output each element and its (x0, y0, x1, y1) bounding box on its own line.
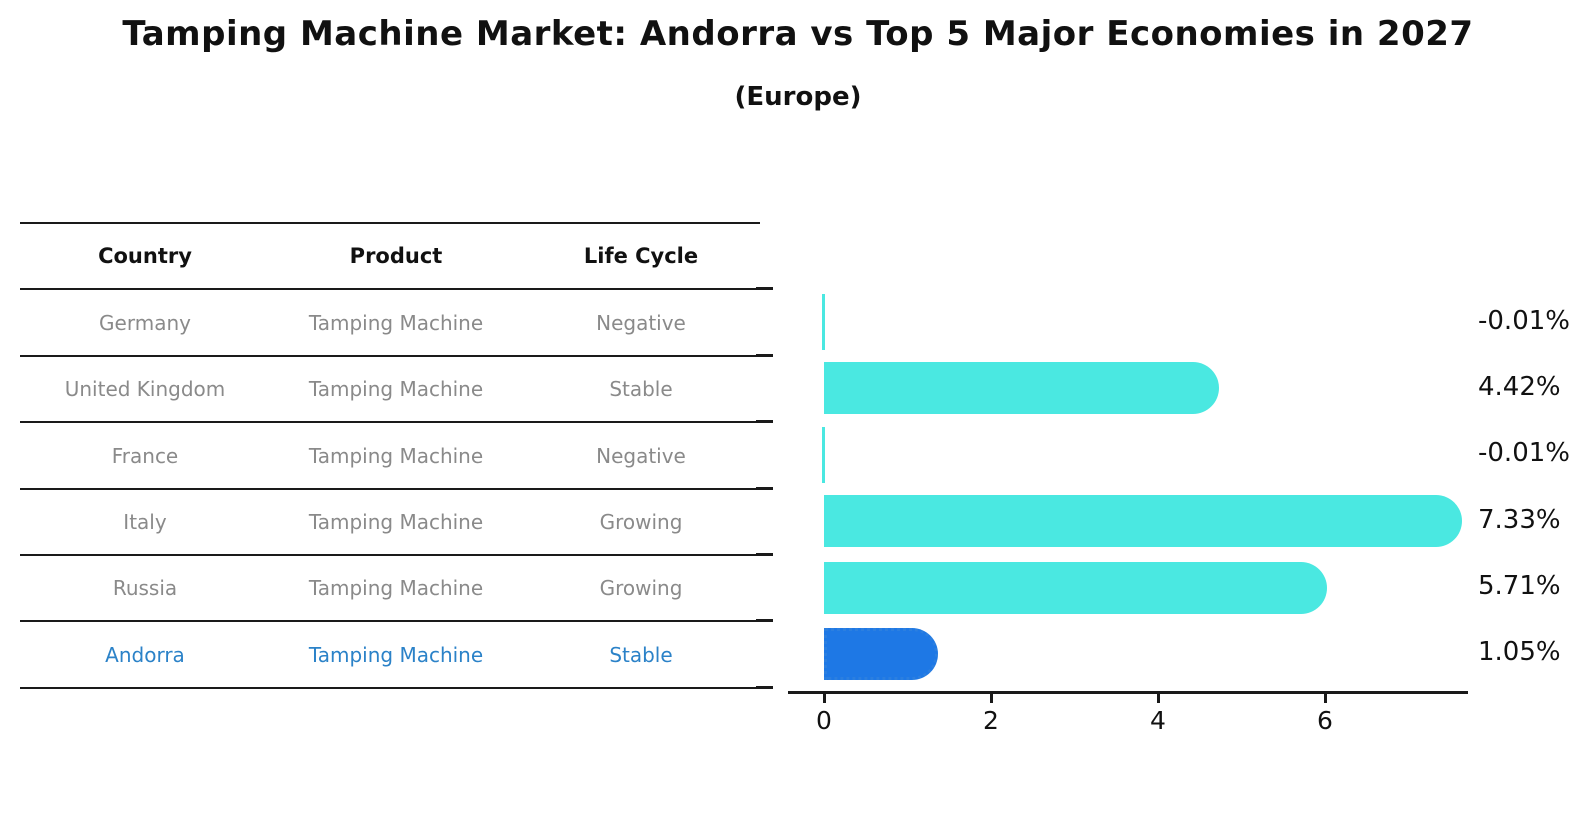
column-header-country: Country (98, 244, 192, 268)
x-axis-tick (1157, 694, 1160, 703)
table-row: Russia Tamping Machine Growing (20, 556, 760, 620)
bar-italy (824, 495, 1463, 547)
y-axis-tick (756, 420, 773, 423)
cell-country: Germany (99, 310, 191, 335)
table-line (20, 620, 760, 622)
y-axis-tick (756, 487, 773, 490)
cell-product: Tamping Machine (308, 443, 484, 468)
cell-life-cycle: Negative (596, 310, 686, 335)
table-line (20, 288, 760, 290)
cell-product: Tamping Machine (308, 510, 484, 534)
table-line (20, 222, 760, 224)
cell-country: France (111, 443, 179, 468)
table-row: Germany Tamping Machine Negative (20, 290, 760, 355)
x-axis-tick (823, 694, 826, 703)
cell-country: United Kingdom (64, 377, 226, 401)
chart-subtitle: (Europe) (734, 82, 862, 112)
y-axis-tick (756, 354, 773, 357)
y-axis-tick (756, 619, 773, 622)
cell-product: Tamping Machine (308, 576, 484, 600)
table-line (20, 355, 760, 357)
x-axis-tick (990, 694, 993, 703)
cell-life-cycle: Stable (609, 377, 673, 401)
bar-france (822, 427, 825, 483)
bar-germany (822, 294, 825, 350)
cell-product: Tamping Machine (308, 642, 484, 667)
cell-life-cycle: Growing (599, 576, 683, 600)
cell-country: Andorra (105, 642, 185, 667)
bar-andorra (824, 627, 938, 680)
column-header-product: Product (349, 244, 443, 268)
table-line (20, 554, 760, 556)
table-row: France Tamping Machine Negative (20, 423, 760, 488)
table-header-row: Country Product Life Cycle (20, 224, 760, 288)
value-label: -0.01% (1478, 306, 1570, 336)
value-label: -0.01% (1478, 438, 1570, 468)
table-row-highlight-andorra: Andorra Tamping Machine Stable (20, 622, 760, 687)
x-tick-label: 0 (816, 706, 832, 735)
table-row: Italy Tamping Machine Growing (20, 490, 760, 554)
column-header-life-cycle: Life Cycle (583, 244, 699, 268)
cell-life-cycle: Growing (599, 510, 683, 534)
bar-united-kingdom (824, 362, 1220, 414)
bar-russia (824, 561, 1327, 614)
value-label: 4.42% (1478, 372, 1561, 402)
table-line (20, 687, 760, 689)
cell-country: Italy (123, 510, 167, 534)
table-line (20, 488, 760, 490)
y-axis-tick (756, 686, 773, 689)
cell-country: Russia (112, 576, 178, 600)
table-line (20, 421, 760, 423)
x-tick-label: 2 (983, 706, 999, 735)
value-label: 7.33% (1478, 505, 1561, 535)
cell-life-cycle: Stable (609, 642, 673, 667)
x-axis-line (788, 691, 1468, 694)
chart-title: Tamping Machine Market: Andorra vs Top 5… (122, 14, 1474, 54)
value-label: 5.71% (1478, 571, 1561, 601)
table-row: United Kingdom Tamping Machine Stable (20, 357, 760, 421)
x-axis-tick (1324, 694, 1327, 703)
x-tick-label: 4 (1150, 706, 1166, 735)
cell-life-cycle: Negative (596, 443, 686, 468)
x-tick-label: 6 (1317, 706, 1333, 735)
cell-product: Tamping Machine (308, 377, 484, 401)
cell-product: Tamping Machine (308, 310, 484, 335)
value-label: 1.05% (1478, 637, 1561, 667)
y-axis-tick (756, 287, 773, 290)
y-axis-tick (756, 553, 773, 556)
